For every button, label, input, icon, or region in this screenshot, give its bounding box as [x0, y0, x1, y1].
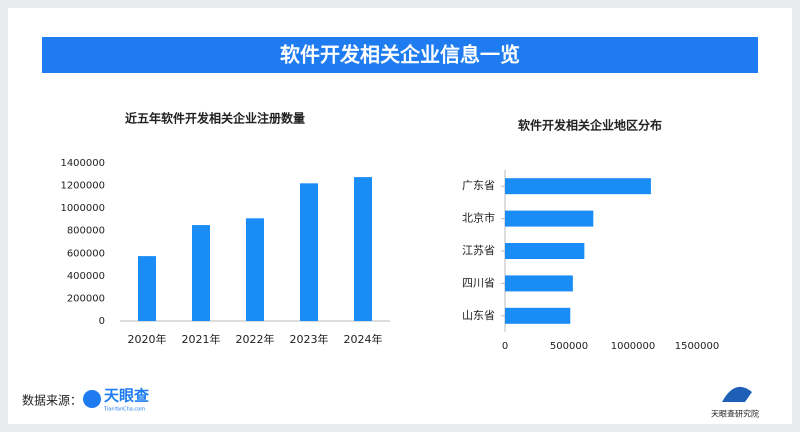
- y-tick-label: 400000: [67, 271, 105, 282]
- y-tick-label: 江苏省: [462, 244, 495, 257]
- x-tick-label: 2024年: [344, 332, 383, 346]
- bar: [246, 218, 264, 321]
- y-tick-label: 北京市: [462, 211, 495, 225]
- y-tick-label: 0: [99, 316, 105, 327]
- x-tick-label: 2021年: [182, 332, 221, 346]
- chart-title: 软件开发相关企业地区分布: [518, 118, 662, 133]
- y-tick-label: 广东省: [462, 179, 495, 192]
- bar: [192, 225, 210, 321]
- x-tick-label: 2022年: [236, 332, 275, 346]
- x-tick-label: 1000000: [611, 341, 656, 352]
- bar: [505, 275, 573, 292]
- brand: 天眼查研究院: [711, 409, 759, 419]
- y-tick-label: 山东省: [462, 309, 495, 322]
- y-tick-label: 1400000: [60, 158, 105, 169]
- brand-logo: [722, 386, 752, 402]
- page-title: 软件开发相关企业信息一览: [280, 43, 520, 67]
- card: [8, 8, 792, 424]
- bar: [354, 177, 372, 321]
- bar: [505, 178, 651, 195]
- y-tick-label: 1000000: [60, 203, 105, 214]
- y-tick-label: 200000: [67, 293, 105, 304]
- y-tick-label: 800000: [67, 226, 105, 237]
- x-tick-label: 500000: [550, 341, 588, 352]
- chart-title: 近五年软件开发相关企业注册数量: [125, 111, 305, 126]
- bar: [505, 210, 594, 227]
- banner: [42, 37, 758, 73]
- y-tick-label: 四川省: [462, 276, 495, 289]
- y-tick-label: 1200000: [60, 181, 105, 192]
- source-logo-icon: [83, 390, 101, 408]
- x-tick-label: 2020年: [128, 332, 167, 346]
- source-url: TianYanCha.com: [103, 407, 145, 413]
- y-tick-label: 600000: [67, 248, 105, 259]
- bar: [300, 183, 318, 321]
- x-tick-label: 0: [502, 341, 508, 352]
- x-tick-label: 1500000: [675, 341, 720, 352]
- x-tick-label: 2023年: [290, 332, 329, 346]
- bar: [138, 256, 156, 321]
- bar: [505, 243, 585, 259]
- bar: [505, 307, 571, 324]
- source-label: 数据来源：: [22, 393, 82, 408]
- source-logo: 天眼查: [104, 387, 150, 405]
